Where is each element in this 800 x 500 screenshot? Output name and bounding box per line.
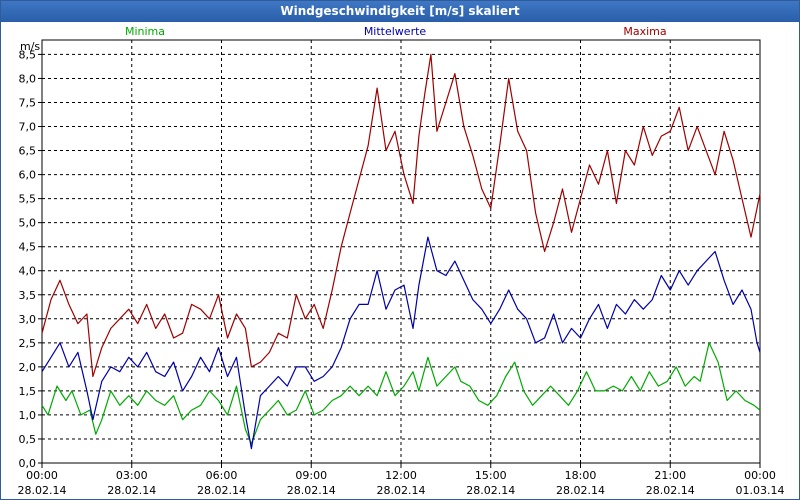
x-tick-date: 28.02.14 <box>646 484 695 497</box>
y-tick-label: 2,5 <box>19 337 37 350</box>
x-tick-date: 01.03.14 <box>736 484 785 497</box>
x-tick-time: 03:00 <box>116 469 148 482</box>
y-axis: 0,0 0,5 1,0 1,5 2,0 2,5 3,0 3,5 4,0 4,5 5,0 5,5 6,0 6… <box>19 48 42 470</box>
y-tick-label: 8,5 <box>19 48 37 61</box>
legend: Minima Mittelwerte Maxima <box>125 25 667 38</box>
legend-minima: Minima <box>125 25 165 38</box>
y-tick-label: 5,0 <box>19 217 37 230</box>
y-tick-label: 3,0 <box>19 313 37 326</box>
y-tick-label: 5,5 <box>19 193 37 206</box>
x-tick-date: 28.02.14 <box>18 484 67 497</box>
x-tick-date: 28.02.14 <box>556 484 605 497</box>
y-tick-label: 0,0 <box>19 457 37 470</box>
window-title: Windgeschwindigkeit [m/s] skaliert <box>1 1 799 22</box>
series-line-minima <box>41 342 761 445</box>
y-tick-label: 7,0 <box>19 121 37 134</box>
series-line-mittelwerte <box>41 236 761 450</box>
y-tick-label: 6,0 <box>19 169 37 182</box>
legend-maxima: Maxima <box>623 25 666 38</box>
y-tick-label: 4,5 <box>19 241 37 254</box>
y-tick-label: 1,5 <box>19 385 37 398</box>
x-tick-time: 15:00 <box>475 469 507 482</box>
legend-mittelwerte: Mittelwerte <box>364 25 427 38</box>
series-group <box>41 53 761 450</box>
grid <box>42 40 760 463</box>
x-tick-date: 28.02.14 <box>197 484 246 497</box>
x-tick-date: 28.02.14 <box>287 484 336 497</box>
y-axis-label: m/s <box>20 40 40 53</box>
chart-background <box>1 22 799 499</box>
x-tick-date: 28.02.14 <box>377 484 426 497</box>
y-tick-label: 8,0 <box>19 72 37 85</box>
x-tick-time: 09:00 <box>295 469 327 482</box>
x-axis: 00:00 28.02.14 03:00 28.02.14 06:00 28.02.14 0… <box>18 463 785 497</box>
y-tick-label: 4,0 <box>19 265 37 278</box>
x-tick-time: 21:00 <box>654 469 686 482</box>
y-tick-label: 3,5 <box>19 289 37 302</box>
y-tick-label: 1,0 <box>19 409 37 422</box>
x-tick-time: 06:00 <box>206 469 238 482</box>
x-tick-time: 00:00 <box>744 469 776 482</box>
y-tick-label: 0,5 <box>19 433 37 446</box>
y-tick-label: 2,0 <box>19 361 37 374</box>
x-tick-time: 00:00 <box>26 469 58 482</box>
y-tick-label: 7,5 <box>19 96 37 109</box>
x-tick-date: 28.02.14 <box>107 484 156 497</box>
x-tick-time: 18:00 <box>565 469 597 482</box>
x-tick-time: 12:00 <box>385 469 417 482</box>
x-tick-date: 28.02.14 <box>466 484 515 497</box>
wind-speed-chart: 0,0 0,5 1,0 1,5 2,0 2,5 3,0 3,5 4,0 4,5 5,0 5,5 6,0 6… <box>1 22 799 499</box>
y-tick-label: 6,5 <box>19 145 37 158</box>
series-line-maxima <box>41 53 761 378</box>
